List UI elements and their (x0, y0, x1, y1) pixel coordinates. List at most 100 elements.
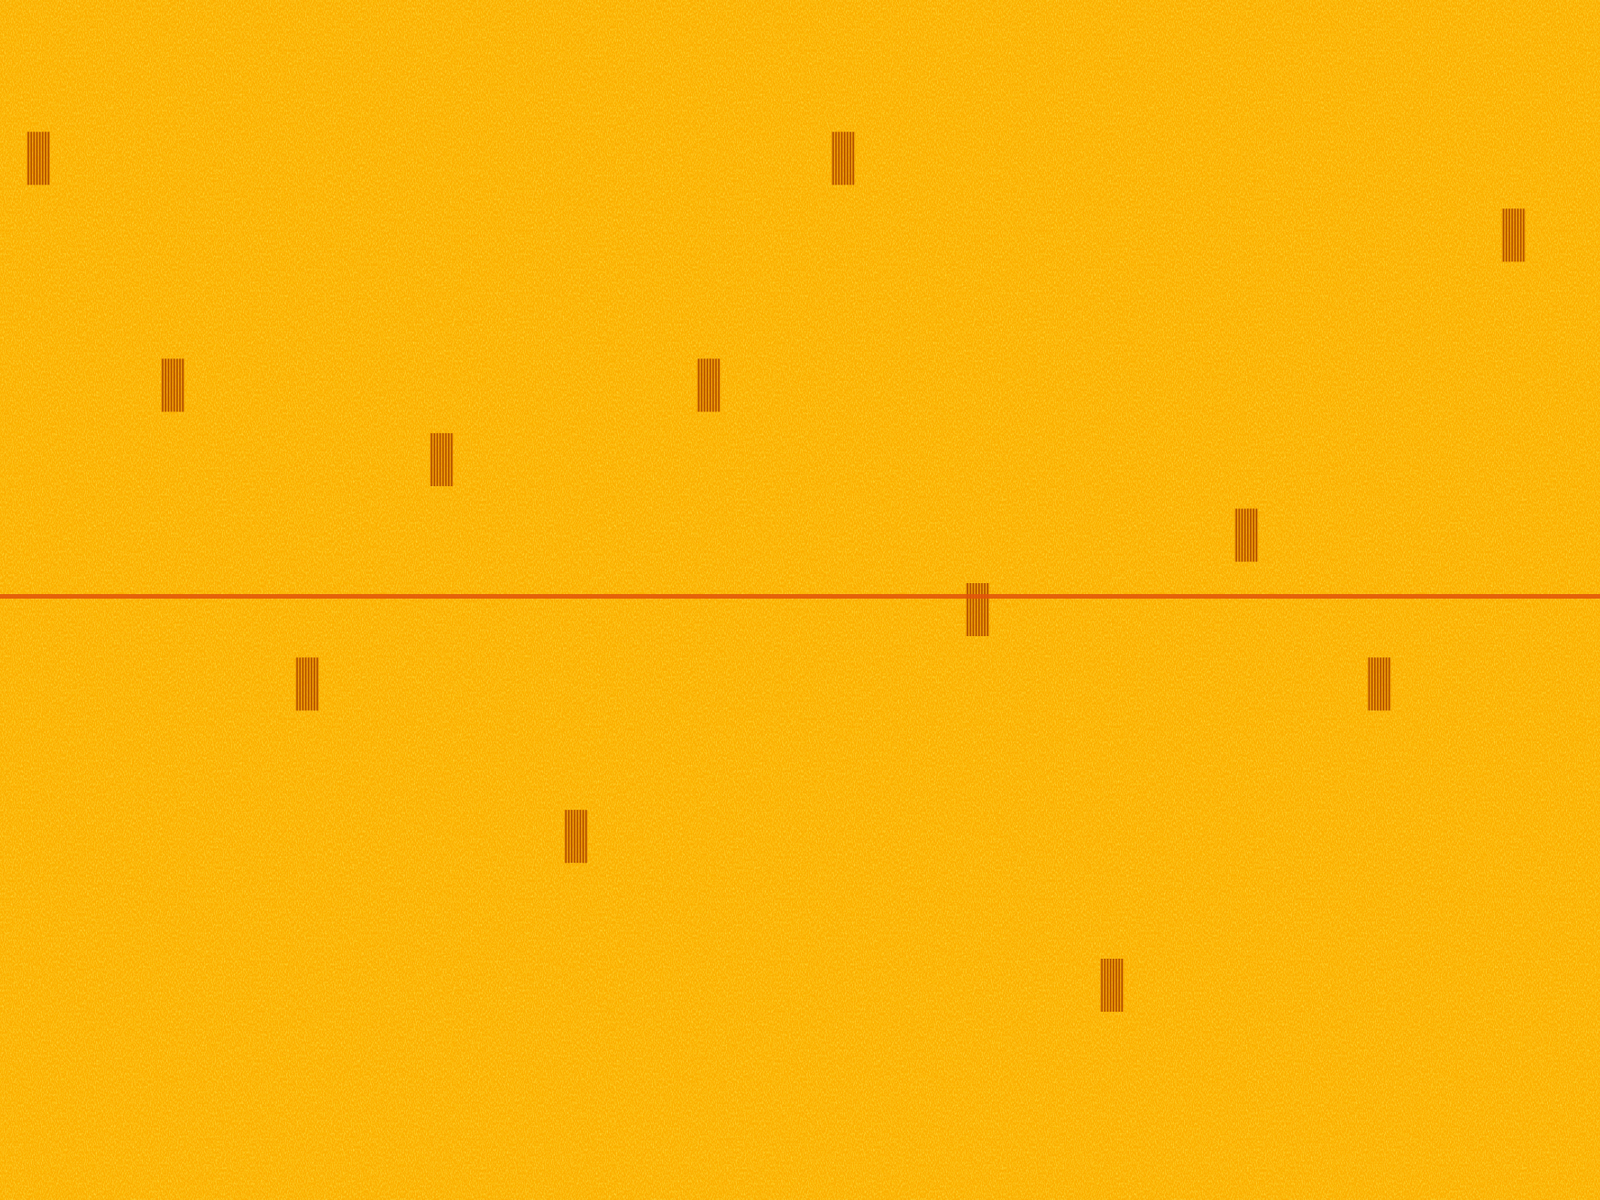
burst-stripe (579, 810, 582, 864)
burst-stripe (305, 657, 308, 711)
burst-body (295, 657, 320, 711)
burst-stripe (838, 131, 841, 185)
burst-stripe (1508, 208, 1511, 262)
burst-stripe (1386, 657, 1388, 711)
burst-stripe (173, 358, 176, 412)
burst (1099, 959, 1124, 1013)
burst-stripe (1514, 208, 1516, 262)
burst-stripe (717, 358, 720, 412)
burst-stripe (167, 358, 170, 412)
burst-stripe (1252, 509, 1255, 563)
burst-stripe (430, 433, 433, 487)
burst-stripe (966, 583, 969, 637)
burst-stripe (975, 583, 978, 637)
burst-stripe (1247, 509, 1249, 563)
burst-stripe (1382, 657, 1385, 711)
burst-stripe (170, 358, 173, 412)
burst (160, 358, 185, 412)
burst-stripe (981, 583, 983, 637)
burst (965, 583, 990, 637)
plot-area (0, 131, 1600, 1013)
burst-stripe (712, 358, 715, 412)
burst-stripe (835, 131, 838, 185)
burst-stripe (179, 358, 182, 412)
burst-stripe (164, 358, 167, 412)
burst-stripe (42, 131, 44, 185)
burst-stripe (574, 810, 576, 864)
burst (564, 810, 588, 864)
burst-stripe (1371, 657, 1374, 711)
burst-stripe (39, 131, 42, 185)
burst-stripe (1511, 208, 1514, 262)
burst-stripe (308, 657, 310, 711)
burst-stripe (310, 657, 313, 711)
burst-body (696, 358, 721, 412)
burst-stripe (565, 810, 567, 864)
burst-stripe (1388, 657, 1391, 711)
burst-stripe (978, 583, 981, 637)
carrier-line (0, 594, 1600, 599)
burst-stripe (1100, 959, 1103, 1013)
burst-body (1234, 509, 1259, 563)
burst-body (1367, 657, 1392, 711)
burst-stripe (852, 131, 854, 185)
burst-stripe (439, 433, 442, 487)
burst-stripe (1238, 509, 1241, 563)
burst-stripe (843, 131, 846, 185)
burst-stripe (161, 358, 164, 412)
burst-stripe (316, 657, 319, 711)
spectrogram (0, 0, 1600, 1200)
burst-stripe (433, 433, 436, 487)
burst-stripe (704, 358, 706, 412)
burst-stripe (986, 583, 989, 637)
burst-stripe (697, 358, 700, 412)
burst-stripe (47, 131, 50, 185)
burst-stripe (1523, 208, 1526, 262)
burst (1367, 657, 1392, 711)
burst-stripe (1255, 509, 1258, 563)
burst-stripe (849, 131, 852, 185)
burst-stripe (450, 433, 453, 487)
burst-stripe (706, 358, 709, 412)
burst-stripe (1505, 208, 1508, 262)
burst-stripe (30, 131, 32, 185)
burst-stripe (701, 358, 704, 412)
burst-body (965, 583, 990, 637)
burst-stripe (1516, 208, 1519, 262)
burst-body (831, 131, 855, 185)
noise-light (0, 0, 1600, 1200)
burst-stripe (1118, 959, 1120, 1013)
burst-stripe (1244, 509, 1247, 563)
burst-stripe (1249, 509, 1252, 563)
burst-body (1099, 959, 1124, 1013)
burst-stripe (27, 131, 30, 185)
burst-stripe (442, 433, 445, 487)
burst-stripe (448, 433, 450, 487)
burst-stripe (1115, 959, 1118, 1013)
burst (295, 657, 320, 711)
burst-body (160, 358, 185, 412)
burst-stripe (445, 433, 448, 487)
burst-stripe (582, 810, 585, 864)
burst-body (1502, 208, 1526, 262)
burst-stripe (585, 810, 587, 864)
chart-root (0, 0, 1600, 1200)
burst-stripe (436, 433, 438, 487)
burst-stripe (714, 358, 717, 412)
burst-stripe (296, 657, 299, 711)
burst-stripe (1120, 959, 1123, 1013)
burst-stripe (972, 583, 975, 637)
burst-stripe (1520, 208, 1523, 262)
burst-stripe (1109, 959, 1112, 1013)
burst-stripe (1241, 509, 1244, 563)
burst-stripe (298, 657, 301, 711)
burst-stripe (1104, 959, 1107, 1013)
burst-stripe (181, 358, 184, 412)
burst-stripe (1112, 959, 1115, 1013)
burst-stripe (841, 131, 843, 185)
burst (831, 131, 855, 185)
burst (696, 358, 721, 412)
burst-stripe (301, 657, 304, 711)
burst-stripe (1374, 657, 1376, 711)
burst-stripe (983, 583, 986, 637)
